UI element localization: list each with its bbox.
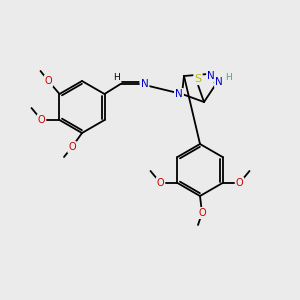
Text: O: O (198, 208, 206, 218)
Text: O: O (68, 142, 76, 152)
Text: H: H (225, 74, 231, 82)
Text: N: N (175, 89, 183, 99)
Text: S: S (194, 74, 202, 84)
Text: N: N (141, 79, 148, 89)
Text: O: O (45, 76, 52, 86)
Text: N: N (215, 77, 223, 87)
Text: H: H (113, 73, 120, 82)
Text: N: N (207, 71, 215, 81)
Text: O: O (38, 115, 45, 125)
Text: O: O (236, 178, 243, 188)
Text: O: O (157, 178, 164, 188)
